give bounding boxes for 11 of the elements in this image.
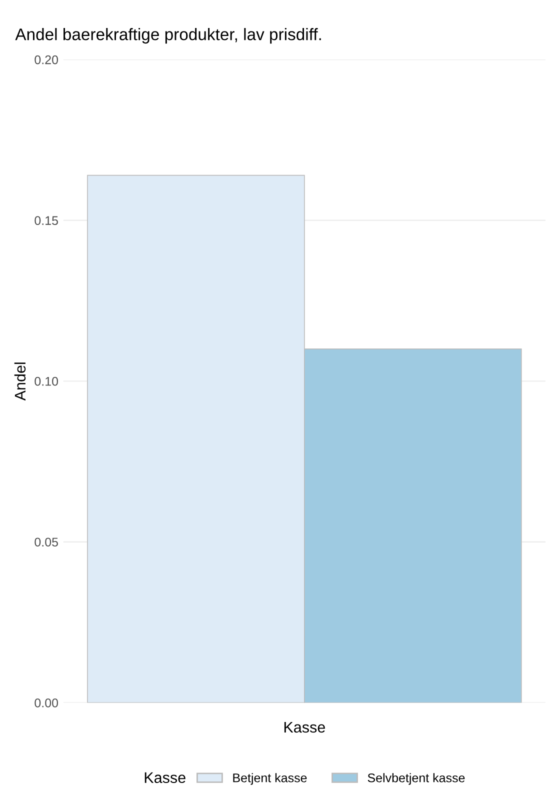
legend-label: Selvbetjent kasse	[368, 773, 465, 785]
y-tick-label: 0.05	[34, 538, 58, 547]
legend-label: Betjent kasse	[233, 773, 307, 785]
y-axis-title: Andel	[14, 362, 26, 401]
y-tick-label: 0.00	[34, 698, 58, 708]
y-tick-label: 0.15	[34, 216, 58, 225]
x-axis-title: Kasse	[284, 722, 325, 733]
legend-title: Kasse	[144, 772, 186, 784]
y-tick-label: 0.10	[34, 376, 58, 386]
chart-title: Andel baerekraftige produkter, lav prisdiff.	[15, 28, 321, 44]
y-tick-label: 0.20	[34, 55, 58, 64]
